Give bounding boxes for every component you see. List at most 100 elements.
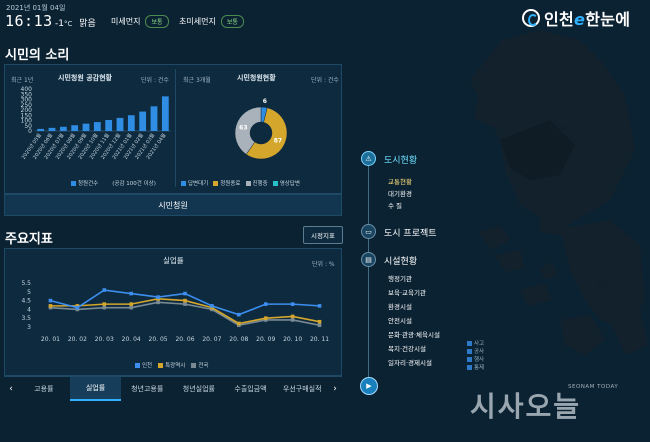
weather-info: -1°C 맑음 [55,16,96,29]
x-tick-label: 20. 10 [283,336,302,343]
status-legend: 답변대기 청원종료 진행중 영상답변 [181,179,300,187]
city-indicators-button[interactable]: 시정지표 [303,226,343,244]
legend-label: 특광역시 [165,363,186,369]
nav-timeline-line [368,158,369,384]
fine-dust-status-badge: 보통 [145,15,169,28]
y-tick-label: 350 [21,91,33,98]
nav-facilities[interactable]: 시설현황 [384,257,418,267]
citizen-petition-button[interactable]: 시민청원 [4,194,342,216]
map-legend: 사고 공사 행사 통제 [467,340,484,372]
bar [71,125,79,131]
bar [150,106,158,131]
nav-item-traffic[interactable]: 교통현황 [388,178,412,186]
temperature: -1 [55,19,64,29]
unemployment-line-chart: 5.5 5 4.54 3.5 3 20. 01 20. 02 20. 03 20. 04 20. … [21,280,329,343]
nav-item-environment[interactable]: 환경시설 [388,303,412,311]
indicator-tabs: ‹ 고용률 실업률 청년고용률 청년실업률 수출입금액 우선구매실적 › [4,376,342,401]
x-tick-label: 20. 09 [256,336,275,343]
slice-label: 6 [263,98,267,105]
warning-icon[interactable]: ⚠ [361,151,376,166]
unemployment-chart-title: 실업률 [163,256,184,265]
ultrafine-dust: 초미세먼지 보통 [179,15,244,28]
series-point [129,291,133,296]
empathy-title: 시민청원 공감현황 [58,74,112,82]
empathy-period: 최근 1년 [11,77,34,84]
ultrafine-dust-label: 초미세먼지 [179,17,216,26]
series-point [156,300,160,305]
brand-logo[interactable]: 인천e한눈에 [522,5,644,31]
nav-city-project[interactable]: 도시 프로젝트 [384,229,437,239]
slice-label: 87 [274,138,282,145]
indicators-section-title: 주요지표 [5,232,53,247]
nav-city-status[interactable]: 도시현황 [384,156,418,166]
y-tick-label: 100 [21,118,33,125]
status-donut-chart: 6 87 63 [234,98,288,160]
legend-label: 청원건수 [78,181,99,187]
indicators-panel: 실업률 단위 : % 5.5 5 4.5 4 3.5 3 20. 01 20. 02 20. 0… [4,248,342,376]
tab-priority-purchase[interactable]: 우선구매실적 [282,385,322,393]
legend-label: 답변대기 [188,181,209,187]
project-icon[interactable]: ▭ [361,224,376,239]
x-tick-label: 20. 02 [68,336,87,343]
temperature-unit: °C [63,20,73,28]
y-tick-label: 4 [27,306,31,313]
y-tick-label: 3.5 [21,315,31,322]
series-point [263,302,268,306]
series-point [129,302,133,306]
tab-employment-rate[interactable]: 고용률 [34,385,54,393]
series-point [237,312,241,317]
legend-swatch [71,181,76,186]
map-legend-item: 행사 [474,357,485,363]
bar [116,117,124,131]
x-tick-label: 20. 11 [310,336,329,343]
map-legend-item: 사고 [474,341,485,347]
series-point [317,304,322,308]
y-tick-label: 300 [21,97,33,104]
nav-item-culture[interactable]: 문화·관광·체육시설 [388,331,440,339]
series-point [237,321,241,326]
x-tick-label: 20. 03 [95,336,114,343]
facility-icon[interactable]: ▤ [361,252,376,267]
series-point [263,316,268,320]
series-point [317,319,322,324]
panel-divider [175,69,176,187]
current-time: 16:13 [5,12,53,30]
series-point [129,305,133,310]
bar [37,128,45,131]
series-point [290,314,295,319]
bar [127,115,135,131]
nav-item-welfare[interactable]: 복지·건강시설 [388,345,426,353]
map-label-junggu: 중구 [596,282,608,290]
weather-condition: 맑음 [79,19,96,29]
series-point [183,302,187,306]
y-tick-label: 400 [21,86,33,93]
tab-trade-amount[interactable]: 수출입금액 [234,385,267,393]
tab-youth-employment[interactable]: 청년고용률 [131,385,164,393]
tabs-prev-arrow-icon[interactable]: ‹ [9,384,13,394]
play-icon[interactable]: ▶ [360,377,378,395]
map-legend-item: 공사 [474,349,485,355]
tabs-next-arrow-icon[interactable]: › [333,384,337,394]
nav-item-admin[interactable]: 행정기관 [388,275,412,283]
bar [161,96,169,131]
watermark-logo: 시사오늘 [470,390,582,423]
legend-label: 청원종료 [220,181,241,187]
nav-item-economy[interactable]: 일자리·경제시설 [388,359,432,367]
y-tick-label: 3 [27,324,31,331]
tab-youth-unemployment[interactable]: 청년실업률 [182,385,215,393]
unemployment-legend: 인천 특광역시 전국 [135,361,209,369]
tab-unemployment-rate[interactable]: 실업률 [69,377,122,401]
citizen-section-title: 시민의 소리 [5,48,70,63]
bar [48,127,56,131]
bar [59,126,67,131]
nav-item-safety[interactable]: 안전시설 [388,317,412,325]
nav-item-air[interactable]: 대기환경 [388,190,412,198]
citizen-panel: 최근 1년 시민청원 공감현황 단위 : 건수 400 350 300 250 200 1… [4,64,342,194]
empathy-unit: 단위 : 건수 [141,77,169,84]
nav-item-childcare[interactable]: 보육·교육기관 [388,289,426,297]
series-point [290,302,295,306]
series-point [48,304,53,308]
nav-item-water[interactable]: 수 질 [388,202,403,210]
series-point [317,323,322,328]
